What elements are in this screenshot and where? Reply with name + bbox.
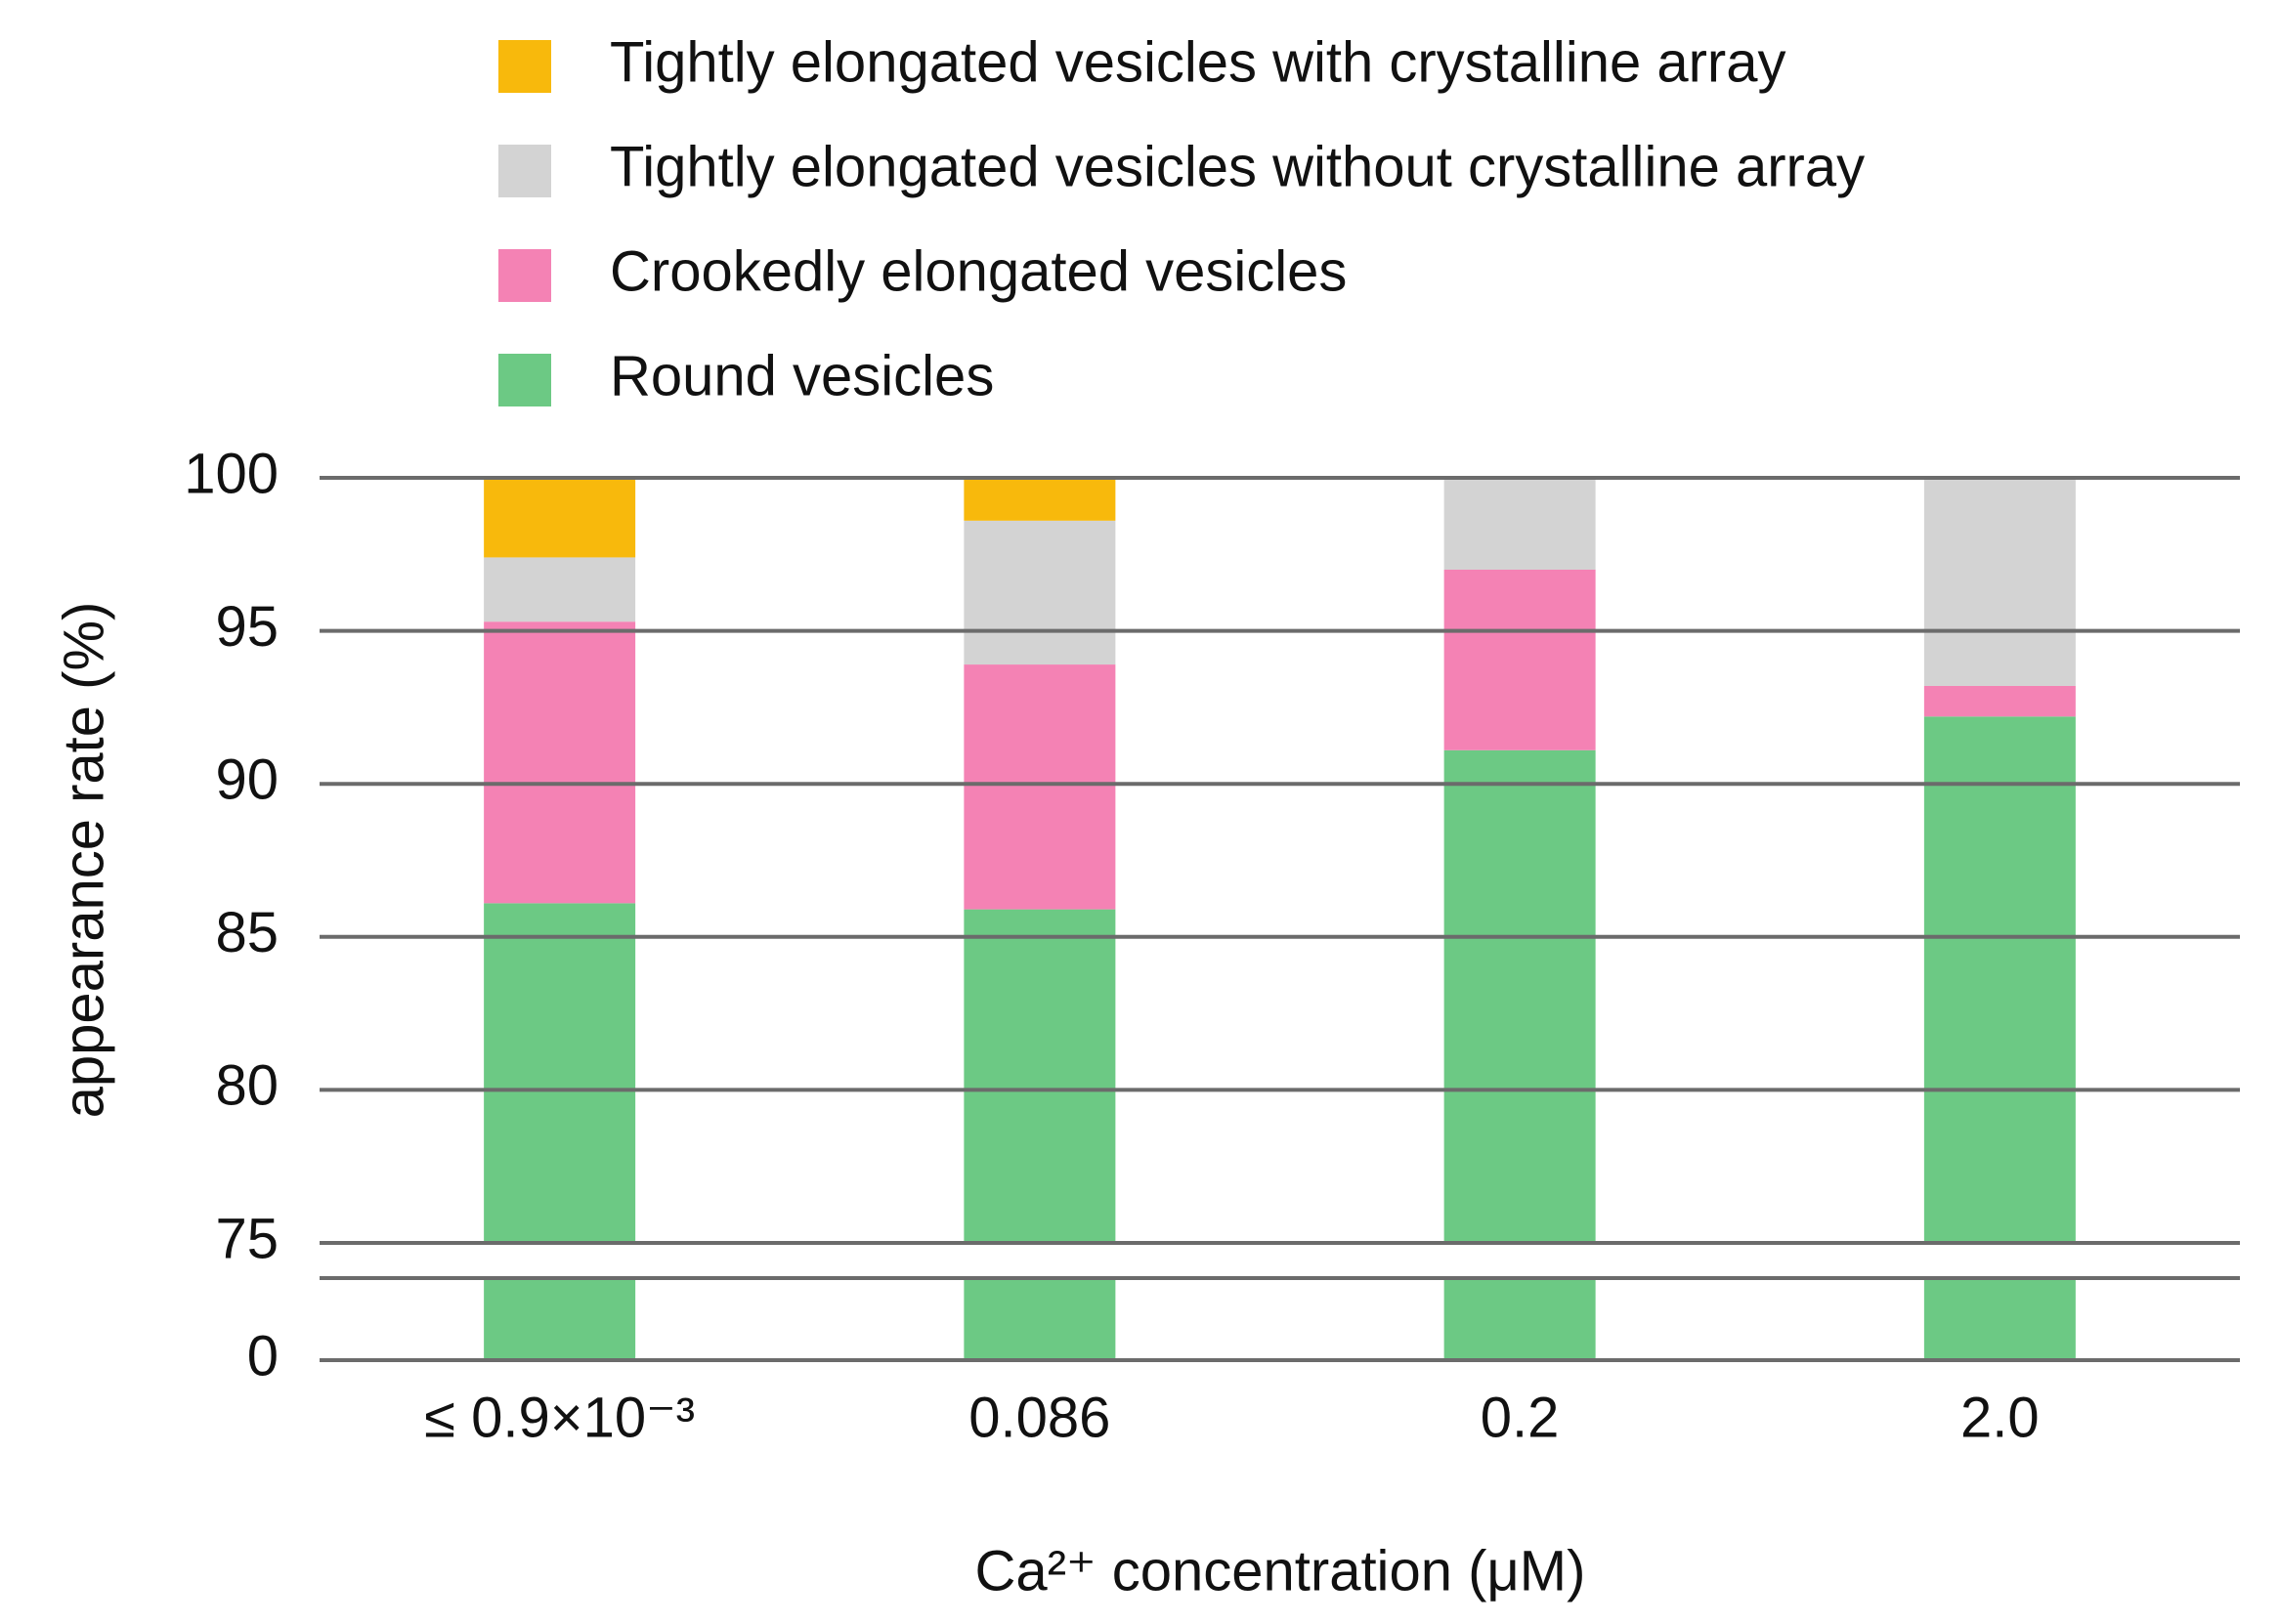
x-tick-label: ≤ 0.9×10⁻³	[424, 1386, 695, 1449]
bar-segment	[1923, 1278, 2076, 1360]
bar-segment	[484, 1278, 636, 1360]
y-tick-label: 75	[215, 1207, 279, 1270]
bar-segment	[964, 909, 1116, 1243]
bar-segment	[484, 621, 636, 904]
x-axis-title: Ca²⁺ concentration (μM)	[975, 1539, 1586, 1603]
x-tick-label: 0.2	[1481, 1386, 1560, 1449]
x-tick-label: 2.0	[1960, 1386, 2040, 1449]
legend-label: Crookedly elongated vesicles	[610, 239, 1347, 303]
bar-segment	[964, 520, 1116, 665]
y-tick-label: 85	[215, 901, 279, 964]
x-tick-label: 0.086	[968, 1386, 1110, 1449]
bar-segment	[1443, 569, 1596, 750]
y-axis-title: appearance rate (%)	[52, 602, 115, 1119]
bar-segment	[1443, 749, 1596, 1243]
legend-label: Tightly elongated vesicles with crystall…	[610, 30, 1785, 94]
legend-label: Round vesicles	[610, 344, 994, 407]
bar-segment	[1923, 685, 2076, 717]
bar-segment	[964, 664, 1116, 910]
legend-swatch	[498, 40, 551, 93]
bar-segment	[1443, 478, 1596, 570]
legend-label: Tightly elongated vesicles without cryst…	[610, 135, 1865, 198]
bar-segment	[484, 478, 636, 558]
bar-segment	[964, 1278, 1116, 1360]
legend-swatch	[498, 354, 551, 406]
y-tick-label: 80	[215, 1054, 279, 1118]
bar-segment	[484, 557, 636, 622]
y-tick-label: 100	[184, 442, 279, 505]
y-tick-label: 90	[215, 748, 279, 812]
y-tick-label: 95	[215, 595, 279, 659]
y-tick-label: 0	[247, 1324, 279, 1388]
bar-segment	[964, 478, 1116, 521]
legend-swatch	[498, 145, 551, 197]
legend-swatch	[498, 249, 551, 302]
bar-segment	[1923, 716, 2076, 1243]
bar-segment	[484, 903, 636, 1243]
bar-segment	[1443, 1278, 1596, 1360]
bar-segment	[1923, 478, 2076, 686]
